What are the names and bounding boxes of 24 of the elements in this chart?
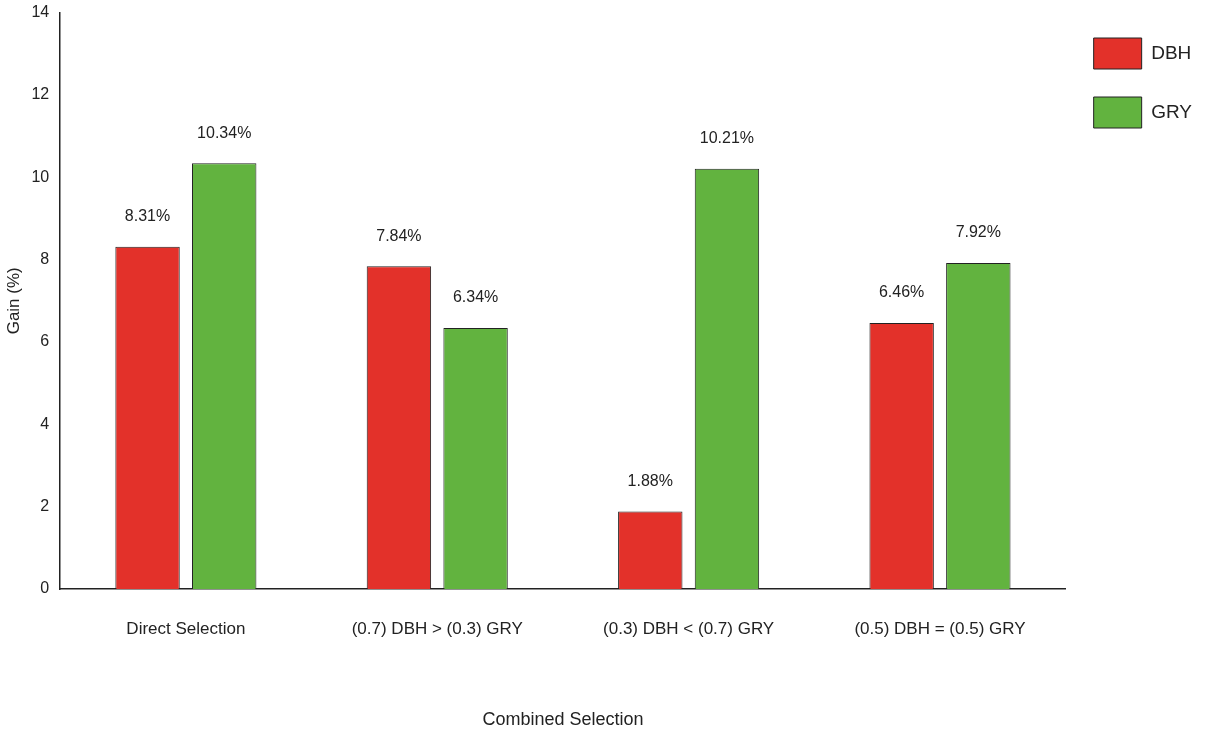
legend-label: GRY [1151,100,1193,122]
x-tick-label: (0.3) DBH < (0.7) GRY [603,618,775,638]
data-label: 10.21% [699,129,755,147]
data-label: 6.34% [452,288,499,306]
y-tick-label: 0 [40,579,50,597]
y-axis-title: Gain (%) [3,267,23,335]
x-axis-title: Combined Selection [482,709,644,730]
x-tick-label: (0.7) DBH > (0.3) GRY [351,618,523,638]
x-tick-label: (0.5) DBH = (0.5) GRY [854,618,1026,638]
y-tick-label: 4 [40,414,50,432]
data-label: 10.34% [197,123,252,141]
data-label: 8.31% [124,207,171,225]
y-tick-label: 12 [31,85,50,103]
y-tick-label: 8 [40,250,50,268]
y-tick-label: 10 [31,167,50,185]
y-tick-label: 2 [40,497,50,515]
data-label: 1.88% [627,472,673,489]
data-label: 6.46% [878,283,925,301]
y-tick-label: 14 [31,3,50,21]
legend-label: DBH [1151,41,1192,63]
y-tick-label: 6 [40,332,50,350]
x-tick-label: Direct Selection [126,618,246,638]
data-label: 7.92% [955,223,1002,241]
data-label: 7.84% [376,226,422,244]
